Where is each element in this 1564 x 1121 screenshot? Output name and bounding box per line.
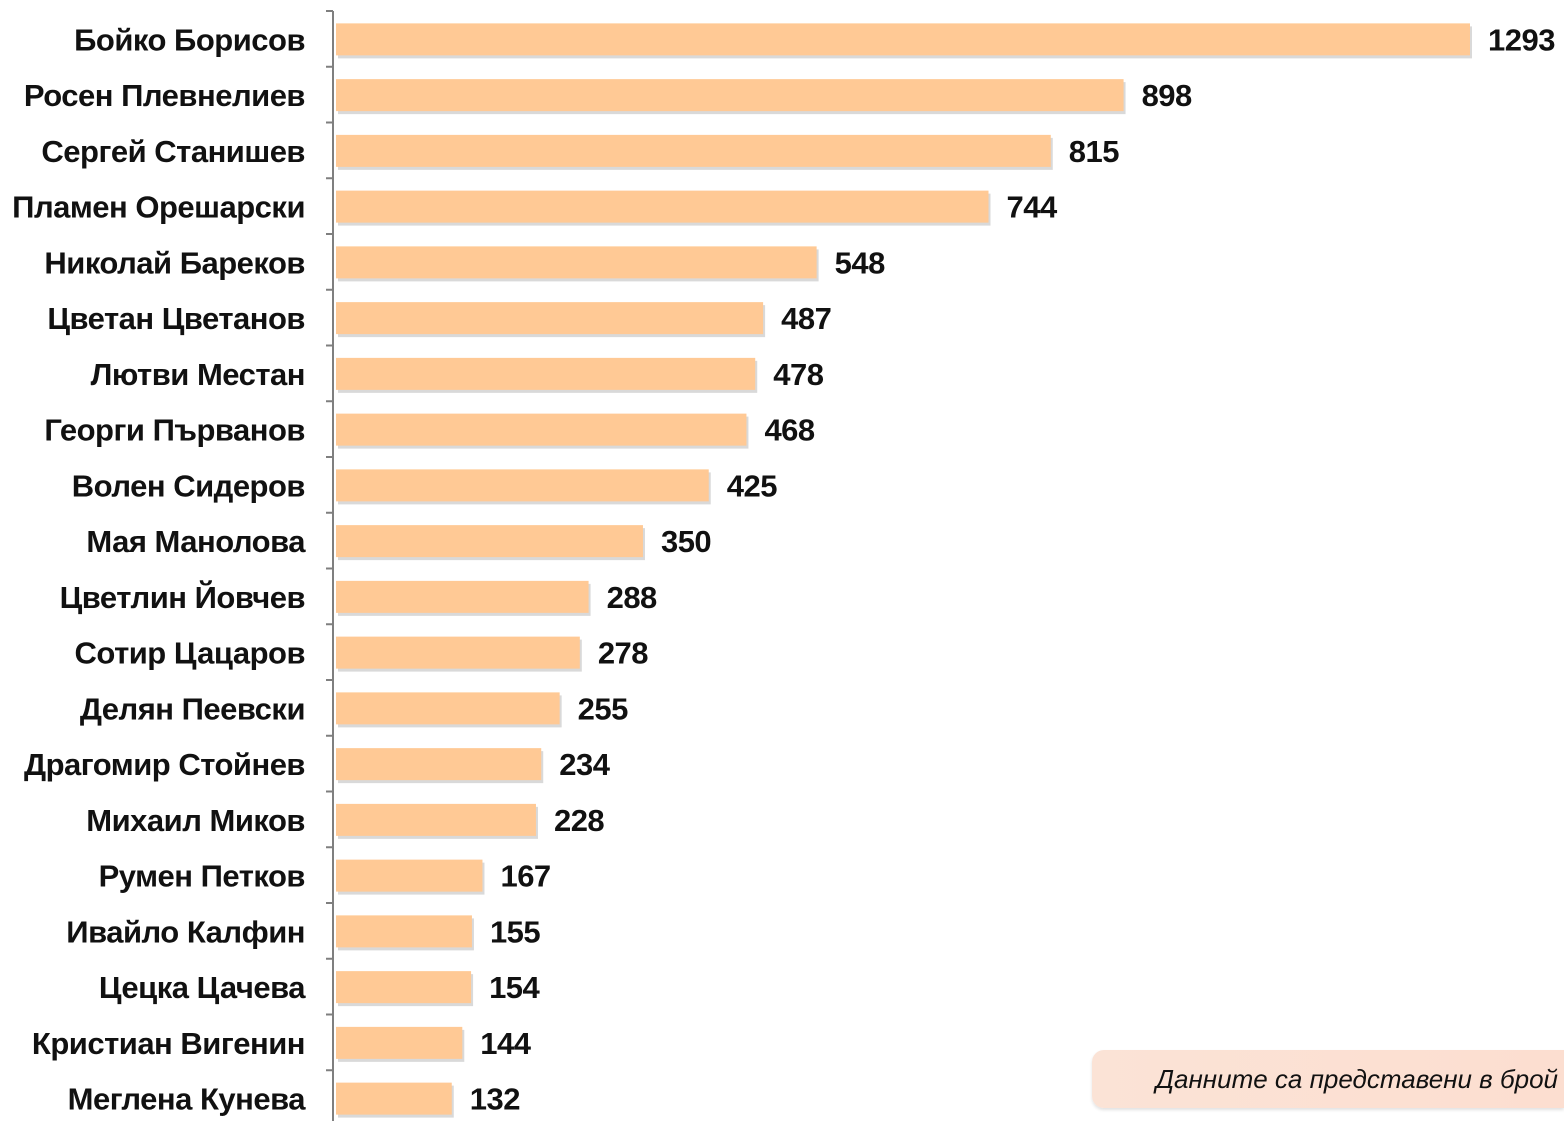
category-label: Меглена Кунева bbox=[68, 1082, 307, 1117]
bars bbox=[336, 23, 1472, 1118]
bar bbox=[336, 915, 472, 948]
value-label: 425 bbox=[727, 468, 777, 503]
data-note-text: Данните са представени в брой bbox=[1155, 1063, 1558, 1094]
value-label: 288 bbox=[607, 580, 657, 615]
data-note: Данните са представени в брой bbox=[1092, 1050, 1564, 1108]
category-label: Бойко Борисов bbox=[74, 22, 305, 57]
bar bbox=[336, 636, 580, 669]
value-label: 132 bbox=[470, 1082, 520, 1117]
value-label: 898 bbox=[1142, 78, 1192, 113]
bar bbox=[336, 357, 756, 390]
category-labels: Бойко Борисов Росен Плевнелиев Сергей Стан… bbox=[12, 22, 307, 1117]
bar bbox=[336, 23, 1470, 56]
value-label: 154 bbox=[489, 970, 540, 1005]
bar bbox=[336, 859, 483, 892]
value-label: 255 bbox=[578, 691, 628, 726]
category-label: Николай Бареков bbox=[44, 245, 305, 280]
category-label: Михаил Миков bbox=[86, 803, 305, 838]
value-label: 815 bbox=[1069, 134, 1119, 169]
value-label: 350 bbox=[661, 524, 711, 559]
bar bbox=[336, 1026, 463, 1059]
bar bbox=[336, 469, 709, 502]
category-label: Росен Плевнелиев bbox=[24, 78, 305, 113]
bar bbox=[336, 803, 536, 836]
bar bbox=[336, 246, 817, 279]
value-label: 234 bbox=[559, 747, 610, 782]
value-label: 468 bbox=[764, 413, 814, 448]
bar bbox=[336, 580, 589, 613]
value-label: 167 bbox=[500, 859, 550, 894]
category-label: Пламен Орешарски bbox=[12, 190, 305, 225]
value-label: 487 bbox=[781, 301, 831, 336]
category-label: Ивайло Калфин bbox=[66, 914, 305, 949]
category-label: Кристиан Вигенин bbox=[32, 1026, 305, 1061]
value-label: 228 bbox=[554, 803, 604, 838]
bar bbox=[336, 1082, 452, 1115]
category-label: Делян Пеевски bbox=[80, 691, 305, 726]
bar bbox=[336, 692, 560, 725]
value-label: 478 bbox=[773, 357, 823, 392]
bar bbox=[336, 190, 989, 223]
category-label: Цветан Цветанов bbox=[47, 301, 305, 336]
category-axis bbox=[326, 10, 334, 1121]
category-label: Сотир Цацаров bbox=[75, 636, 305, 671]
category-label: Цветлин Йовчев bbox=[60, 579, 305, 615]
category-label: Мая Манолова bbox=[86, 524, 306, 559]
value-label: 548 bbox=[835, 245, 885, 280]
bar bbox=[336, 413, 747, 446]
bar bbox=[336, 79, 1124, 112]
value-label: 744 bbox=[1007, 190, 1058, 225]
category-label: Сергей Станишев bbox=[41, 134, 305, 169]
bar bbox=[336, 971, 472, 1004]
bar bbox=[336, 525, 643, 558]
bar bbox=[336, 302, 764, 335]
category-label: Лютви Местан bbox=[91, 357, 305, 392]
value-label: 278 bbox=[598, 636, 648, 671]
value-label: 144 bbox=[480, 1026, 531, 1061]
category-label: Румен Петков bbox=[99, 859, 305, 894]
category-label: Цецка Цачева bbox=[99, 970, 306, 1005]
bar bbox=[336, 134, 1051, 167]
value-label: 155 bbox=[490, 914, 540, 949]
category-label: Волен Сидеров bbox=[72, 468, 305, 503]
value-label: 1293 bbox=[1488, 22, 1555, 57]
bar bbox=[336, 748, 542, 781]
category-label: Георги Първанов bbox=[44, 413, 305, 448]
category-label: Драгомир Стойнев bbox=[24, 747, 305, 782]
